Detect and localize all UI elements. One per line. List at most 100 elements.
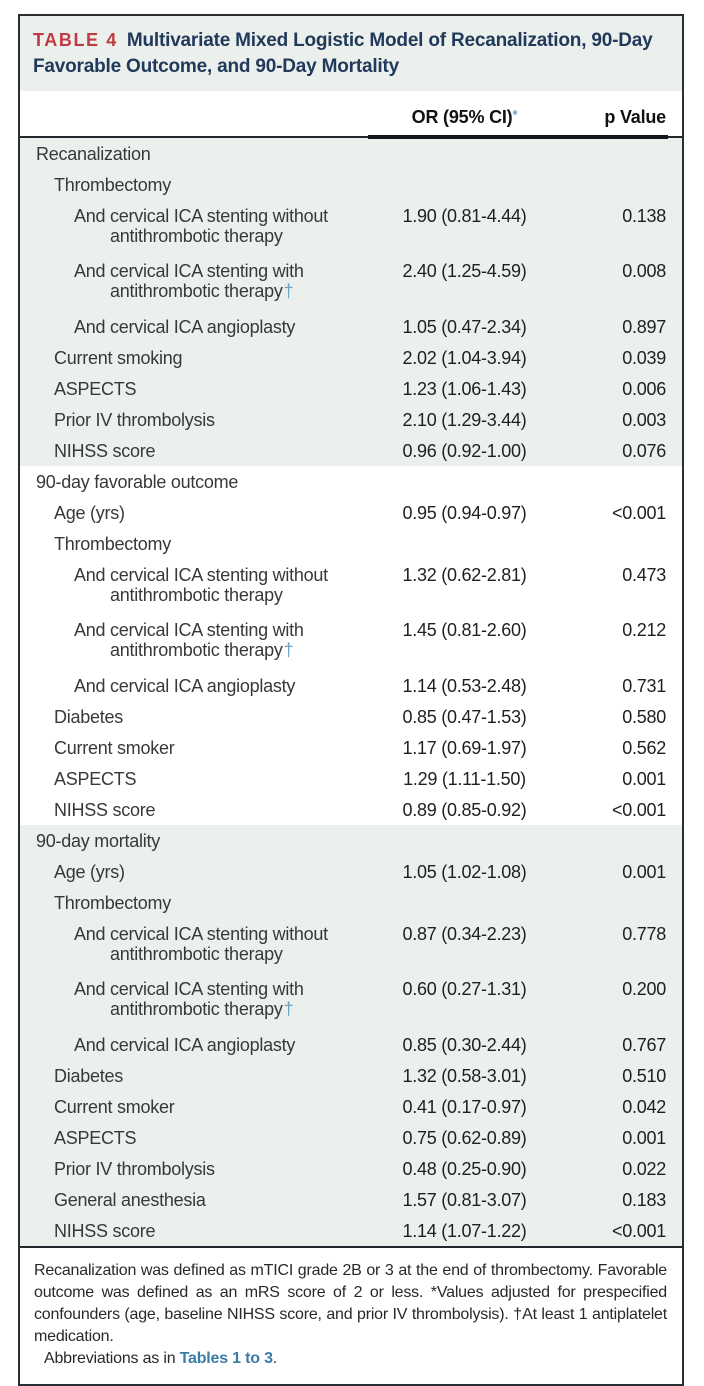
or-value-cell: 0.75 (0.62-0.89) <box>402 1127 527 1148</box>
table-row: Diabetes 1.32 (0.58-3.01) 0.510 <box>20 1060 682 1091</box>
table-row: Diabetes 0.85 (0.47-1.53) 0.580 <box>20 701 682 732</box>
row-label: ASPECTS <box>54 768 137 789</box>
p-value-cell: 0.580 <box>622 706 666 727</box>
table-row: Thrombectomy <box>20 528 682 559</box>
p-value-cell: 0.200 <box>622 979 666 999</box>
or-value-cell: 1.23 (1.06-1.43) <box>402 378 527 399</box>
section-header-row: 90-day favorable outcome <box>20 466 682 497</box>
p-value-cell: 0.022 <box>622 1158 666 1179</box>
table-row: And cervical ICA stenting with antithrom… <box>20 974 682 1030</box>
table-section: 90-day mortality Age (yrs) 1.05 (1.02-1.08… <box>20 825 682 1246</box>
table-row: And cervical ICA stenting without antith… <box>20 559 682 615</box>
or-value-cell: 1.90 (0.81-4.44) <box>402 205 527 226</box>
tables-1-to-3-link[interactable]: Tables 1 to 3 <box>179 1350 273 1367</box>
table-footnote: Recanalization was defined as mTICI grad… <box>20 1246 682 1384</box>
p-value-cell: 0.731 <box>622 675 666 696</box>
or-value-cell: 2.40 (1.25-4.59) <box>402 261 527 281</box>
dagger-marker: † <box>283 281 294 301</box>
row-label: And cervical ICA angioplasty <box>74 316 296 337</box>
row-label: Age (yrs) <box>54 861 125 882</box>
p-value-cell: 0.562 <box>622 737 666 758</box>
table-row: ASPECTS 1.29 (1.11-1.50) 0.001 <box>20 763 682 794</box>
row-label: Current smoking <box>54 347 183 368</box>
or-value-cell: 0.87 (0.34-2.23) <box>402 923 527 944</box>
p-value-cell: 0.042 <box>622 1096 666 1117</box>
table-row: And cervical ICA angioplasty 1.05 (0.47-2… <box>20 311 682 342</box>
table-row: NIHSS score 0.89 (0.85-0.92) <0.001 <box>20 794 682 825</box>
p-value-cell: <0.001 <box>611 1220 666 1241</box>
or-value-cell: 0.41 (0.17-0.97) <box>402 1096 527 1117</box>
p-value-cell: 0.076 <box>622 440 666 461</box>
asterisk-marker: * <box>512 107 518 122</box>
section-header-row: 90-day mortality <box>20 825 682 856</box>
table-row: Prior IV thrombolysis 0.48 (0.25-0.90) 0.0… <box>20 1153 682 1184</box>
p-value-cell: 0.008 <box>622 261 666 281</box>
section-title: Recanalization <box>36 143 151 164</box>
table-body: Recanalization Thrombectomy And cervical I… <box>20 138 682 1246</box>
table-row: And cervical ICA angioplasty 0.85 (0.30-2… <box>20 1029 682 1060</box>
table-row: Current smoker 0.41 (0.17-0.97) 0.042 <box>20 1091 682 1122</box>
row-label: ASPECTS <box>54 378 137 399</box>
table-row: And cervical ICA stenting without antith… <box>20 200 682 256</box>
p-value-cell: 0.001 <box>622 861 666 882</box>
or-value-cell: 0.48 (0.25-0.90) <box>402 1158 527 1179</box>
table-title-line2: Favorable Outcome, and 90-Day Mortality <box>33 56 399 77</box>
footnote-abbreviations: Abbreviations as in Tables 1 to 3. <box>44 1350 278 1367</box>
row-label: NIHSS score <box>54 440 156 461</box>
row-label: NIHSS score <box>54 1220 156 1241</box>
section-title: 90-day favorable outcome <box>36 471 239 492</box>
p-value-cell: 0.183 <box>622 1189 666 1210</box>
row-label: Current smoker <box>54 1096 175 1117</box>
table-section: 90-day favorable outcome Age (yrs) 0.95 (0… <box>20 466 682 825</box>
p-value-cell: <0.001 <box>611 502 666 523</box>
p-value-cell: 0.138 <box>622 205 666 226</box>
p-value-cell: 0.006 <box>622 378 666 399</box>
p-value-cell: 0.001 <box>622 768 666 789</box>
p-value-cell: 0.897 <box>622 316 666 337</box>
or-value-cell: 1.05 (0.47-2.34) <box>402 316 527 337</box>
section-title: 90-day mortality <box>36 830 161 851</box>
dagger-marker: † <box>283 640 294 660</box>
dagger-marker: † <box>283 999 294 1019</box>
row-label: Age (yrs) <box>54 502 125 523</box>
row-label: And cervical ICA stenting without antith… <box>74 205 328 246</box>
column-header-row: OR (95% CI)* p Value <box>20 91 682 139</box>
table-title-line1: Multivariate Mixed Logistic Model of Rec… <box>126 30 653 51</box>
p-value-cell: 0.473 <box>622 564 666 585</box>
p-value-cell: 0.778 <box>622 923 666 944</box>
row-label: And cervical ICA angioplasty <box>74 675 296 696</box>
table-row: ASPECTS 0.75 (0.62-0.89) 0.001 <box>20 1122 682 1153</box>
table-row: And cervical ICA stenting with antithrom… <box>20 615 682 671</box>
table-row: Thrombectomy <box>20 887 682 918</box>
row-label: And cervical ICA stenting with antithrom… <box>74 620 304 660</box>
table-4-panel: TABLE 4 Multivariate Mixed Logistic Model… <box>18 14 684 1386</box>
row-label: NIHSS score <box>54 799 156 820</box>
or-value-cell: 1.17 (0.69-1.97) <box>402 737 527 758</box>
p-value-cell: 0.212 <box>622 620 666 640</box>
p-header-rule <box>556 135 668 139</box>
row-label: Current smoker <box>54 737 175 758</box>
row-label: Thrombectomy <box>54 533 172 554</box>
table-row: And cervical ICA stenting without antith… <box>20 918 682 974</box>
p-value-cell: 0.003 <box>622 409 666 430</box>
table-title: TABLE 4 Multivariate Mixed Logistic Model… <box>20 16 682 91</box>
row-label: Diabetes <box>54 1065 124 1086</box>
or-value-cell: 0.60 (0.27-1.31) <box>402 979 527 999</box>
or-value-cell: 0.96 (0.92-1.00) <box>402 440 527 461</box>
row-label: Thrombectomy <box>54 892 172 913</box>
table-row: Thrombectomy <box>20 169 682 200</box>
row-label: And cervical ICA angioplasty <box>74 1034 296 1055</box>
table-row: Current smoking 2.02 (1.04-3.94) 0.039 <box>20 342 682 373</box>
or-value-cell: 0.89 (0.85-0.92) <box>402 799 527 820</box>
p-value-cell: 0.001 <box>622 1127 666 1148</box>
table-section: Recanalization Thrombectomy And cervical I… <box>20 138 682 466</box>
row-label: Diabetes <box>54 706 124 727</box>
or-value-cell: 1.32 (0.58-3.01) <box>402 1065 527 1086</box>
or-value-cell: 0.85 (0.30-2.44) <box>402 1034 527 1055</box>
section-header-row: Recanalization <box>20 138 682 169</box>
table-row: Current smoker 1.17 (0.69-1.97) 0.562 <box>20 732 682 763</box>
p-value-cell: 0.510 <box>622 1065 666 1086</box>
or-value-cell: 1.29 (1.11-1.50) <box>403 768 526 789</box>
table-row: ASPECTS 1.23 (1.06-1.43) 0.006 <box>20 373 682 404</box>
